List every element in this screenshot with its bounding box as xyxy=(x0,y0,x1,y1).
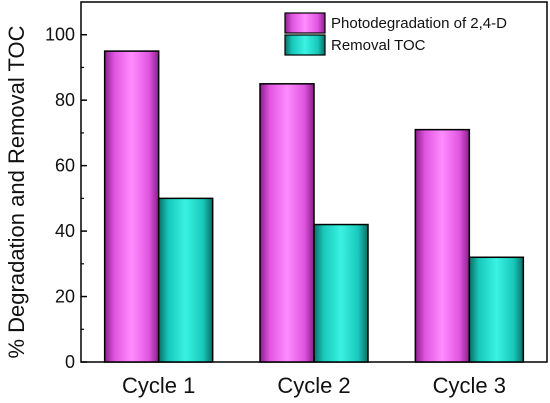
legend-swatch-removal-toc xyxy=(284,34,326,56)
x-category-label: Cycle 1 xyxy=(122,373,195,398)
bars xyxy=(103,50,525,363)
bar-photodegradation-2 xyxy=(259,83,315,363)
y-axis-title: % Degradation and Removal TOC xyxy=(4,25,29,358)
y-tick-label: 60 xyxy=(55,156,75,176)
bar-removal-toc-3 xyxy=(468,256,525,363)
legend-label: Photodegradation of 2,4-D xyxy=(331,15,507,32)
x-category-label: Cycle 2 xyxy=(277,373,350,398)
y-tick-label: 0 xyxy=(65,352,75,372)
y-tick-label: 40 xyxy=(55,221,75,241)
legend-swatch-photodegradation xyxy=(284,12,326,34)
bar-photodegradation-1 xyxy=(103,50,160,363)
legend-label: Removal TOC xyxy=(331,37,426,54)
y-tick-label: 20 xyxy=(55,287,75,307)
x-axis: Cycle 1 Cycle 2 Cycle 3 xyxy=(122,356,506,398)
legend: Photodegradation of 2,4-D Removal TOC xyxy=(284,12,507,56)
bar-removal-toc-1 xyxy=(157,197,214,363)
x-category-label: Cycle 3 xyxy=(433,373,506,398)
y-axis: 0 20 40 60 80 100 xyxy=(45,25,87,372)
y-tick-label: 80 xyxy=(55,90,75,110)
y-tick-label: 100 xyxy=(45,25,75,45)
bar-removal-toc-2 xyxy=(313,223,369,363)
bar-photodegradation-3 xyxy=(414,128,471,363)
